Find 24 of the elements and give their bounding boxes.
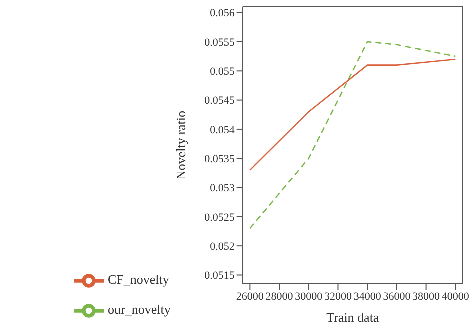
x-axis-title: Train data: [326, 310, 380, 325]
y-axis-title: Novelty ratio: [173, 111, 188, 180]
y-tick-label: 0.0545: [204, 95, 236, 108]
y-tick-label: 0.0535: [204, 154, 236, 166]
x-tick-label: 28000: [266, 290, 294, 303]
line-series: [250, 58, 456, 171]
legend-label: our_novelty: [108, 302, 171, 317]
y-tick-label: 0.0555: [204, 36, 236, 49]
y-tick-label: 0.055: [210, 66, 236, 78]
line-series: [250, 41, 456, 230]
y-tick-label: 0.0515: [204, 270, 236, 282]
legend-label: CF_novelty: [108, 272, 170, 287]
x-tick-label: 34000: [354, 290, 382, 303]
y-tick-label: 0.052: [210, 241, 235, 253]
x-tick-label: 30000: [295, 290, 324, 303]
x-tick-label: 40000: [442, 290, 470, 303]
x-tick-label: 38000: [412, 290, 441, 303]
y-tick-label: 0.054: [210, 124, 236, 136]
x-tick-label: 36000: [383, 290, 412, 303]
y-tick-label: 0.056: [210, 8, 236, 20]
x-tick-label: 26000: [236, 290, 264, 303]
y-tick-label: 0.0525: [204, 212, 236, 224]
x-tick-label: 32000: [324, 290, 352, 303]
y-tick-label: 0.053: [210, 182, 236, 195]
